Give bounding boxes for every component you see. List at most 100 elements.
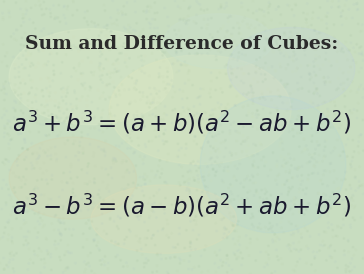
Point: [251, 153, 257, 158]
Point: [217, 248, 223, 252]
Point: [350, 155, 356, 159]
Point: [293, 196, 299, 200]
Point: [107, 96, 113, 100]
Point: [250, 97, 256, 101]
Point: [234, 266, 240, 270]
Point: [262, 97, 268, 102]
Point: [327, 254, 333, 258]
Point: [324, 15, 330, 19]
Point: [291, 196, 297, 201]
Point: [108, 153, 114, 158]
Point: [291, 247, 297, 251]
Point: [178, 146, 184, 150]
Point: [139, 252, 145, 257]
Point: [153, 40, 159, 45]
Point: [159, 50, 165, 54]
Point: [170, 108, 175, 113]
Point: [206, 91, 212, 95]
Point: [89, 219, 95, 224]
Point: [353, 94, 359, 98]
Point: [186, 68, 192, 73]
Point: [22, 66, 28, 70]
Point: [314, 9, 320, 14]
Point: [45, 89, 51, 93]
Point: [21, 157, 27, 162]
Point: [12, 109, 18, 113]
Point: [360, 182, 364, 187]
Point: [337, 154, 343, 158]
Point: [115, 61, 121, 65]
Point: [18, 24, 24, 28]
Point: [235, 239, 241, 243]
Point: [115, 242, 121, 246]
Point: [237, 121, 243, 126]
Point: [46, 39, 52, 44]
Point: [60, 99, 66, 103]
Point: [24, 195, 29, 200]
Point: [185, 42, 190, 46]
Point: [191, 104, 197, 109]
Point: [1, 231, 7, 235]
Point: [327, 170, 333, 174]
Point: [194, 111, 200, 115]
Point: [236, 248, 242, 252]
Point: [296, 210, 302, 215]
Point: [25, 147, 31, 152]
Point: [199, 195, 205, 199]
Point: [72, 194, 78, 198]
Point: [4, 158, 9, 162]
Point: [300, 206, 306, 210]
Point: [343, 127, 349, 131]
Point: [290, 128, 296, 132]
Point: [280, 147, 286, 152]
Point: [247, 189, 253, 193]
Point: [178, 258, 183, 262]
Point: [13, 159, 19, 164]
Point: [60, 86, 66, 90]
Point: [83, 37, 89, 41]
Point: [137, 13, 143, 17]
Point: [234, 94, 240, 98]
Point: [157, 130, 163, 134]
Point: [20, 16, 25, 21]
Point: [143, 256, 149, 261]
Point: [91, 239, 97, 243]
Point: [76, 158, 82, 162]
Point: [110, 62, 116, 67]
Point: [162, 36, 167, 41]
Point: [25, 196, 31, 201]
Point: [274, 238, 280, 242]
Point: [254, 18, 260, 22]
Point: [323, 204, 329, 208]
Point: [316, 55, 322, 59]
Point: [190, 202, 196, 207]
Point: [266, 4, 272, 8]
Point: [237, 226, 243, 230]
Point: [111, 70, 116, 75]
Point: [213, 88, 218, 92]
Point: [19, 185, 25, 190]
Point: [50, 129, 56, 133]
Point: [355, 214, 361, 219]
Point: [1, 82, 7, 86]
Point: [92, 181, 98, 185]
Point: [182, 59, 188, 64]
Point: [182, 10, 187, 14]
Point: [197, 238, 202, 242]
Point: [99, 258, 105, 262]
Point: [261, 14, 267, 18]
Point: [27, 115, 33, 119]
Point: [156, 134, 162, 138]
Point: [265, 262, 270, 267]
Point: [237, 31, 243, 35]
Point: [332, 104, 338, 108]
Point: [97, 68, 103, 72]
Point: [150, 189, 155, 193]
Point: [59, 179, 64, 184]
Point: [306, 202, 312, 206]
Point: [316, 160, 322, 165]
Point: [286, 219, 292, 224]
Point: [182, 21, 188, 25]
Point: [222, 138, 228, 142]
Point: [248, 23, 254, 27]
